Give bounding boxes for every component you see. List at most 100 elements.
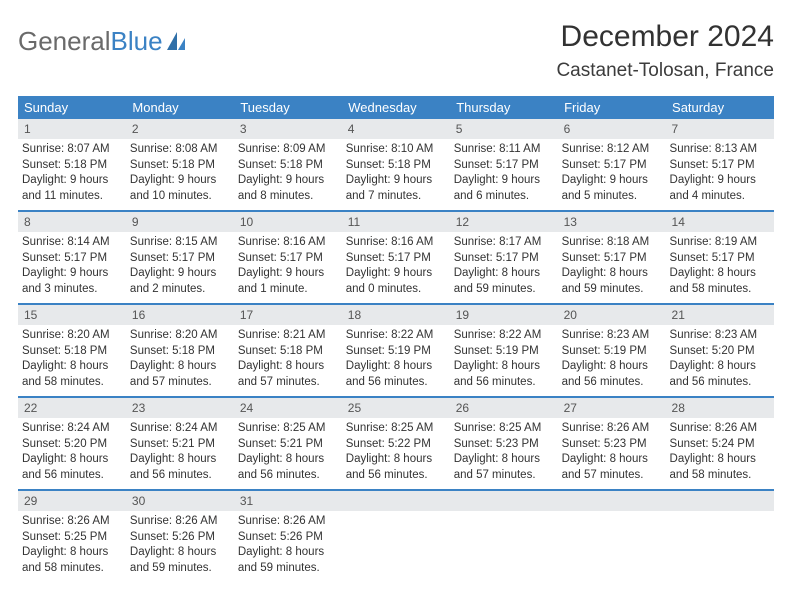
sunrise-label: Sunrise: <box>238 329 280 341</box>
sunrise-value: 8:10 AM <box>391 143 433 155</box>
dow-saturday: Saturday <box>666 96 774 119</box>
sunrise-label: Sunrise: <box>454 236 496 248</box>
sunset-value: 5:21 PM <box>172 438 215 450</box>
day-info: Sunrise: 8:17 AMSunset: 5:17 PMDaylight:… <box>450 232 558 297</box>
sunrise-value: 8:22 AM <box>391 329 433 341</box>
week-row: 22Sunrise: 8:24 AMSunset: 5:20 PMDayligh… <box>18 397 774 490</box>
sunrise-value: 8:25 AM <box>499 422 541 434</box>
sunrise-value: 8:22 AM <box>499 329 541 341</box>
day-info: Sunrise: 8:13 AMSunset: 5:17 PMDaylight:… <box>666 139 774 204</box>
week-row: 29Sunrise: 8:26 AMSunset: 5:25 PMDayligh… <box>18 490 774 582</box>
day-number: 10 <box>234 212 342 232</box>
sunrise-value: 8:23 AM <box>607 329 649 341</box>
sunset-value: 5:20 PM <box>64 438 107 450</box>
day-cell-inner: 18Sunrise: 8:22 AMSunset: 5:19 PMDayligh… <box>342 305 450 396</box>
daylight-label: Daylight: <box>454 360 499 372</box>
dow-wednesday: Wednesday <box>342 96 450 119</box>
day-number: 22 <box>18 398 126 418</box>
sunset-label: Sunset: <box>670 345 709 357</box>
daylight-label: Daylight: <box>670 453 715 465</box>
day-cell-inner: 9Sunrise: 8:15 AMSunset: 5:17 PMDaylight… <box>126 212 234 303</box>
sunset-value: 5:18 PM <box>280 345 323 357</box>
sunset-value: 5:24 PM <box>712 438 755 450</box>
sunset-label: Sunset: <box>346 159 385 171</box>
sunrise-value: 8:24 AM <box>175 422 217 434</box>
day-number: 5 <box>450 119 558 139</box>
sunrise-label: Sunrise: <box>130 329 172 341</box>
daylight-label: Daylight: <box>130 267 175 279</box>
day-cell-inner: 14Sunrise: 8:19 AMSunset: 5:17 PMDayligh… <box>666 212 774 303</box>
sunset-label: Sunset: <box>346 252 385 264</box>
daylight-label: Daylight: <box>238 360 283 372</box>
sunrise-value: 8:23 AM <box>715 329 757 341</box>
day-number: 21 <box>666 305 774 325</box>
daylight-label: Daylight: <box>22 267 67 279</box>
day-info: Sunrise: 8:10 AMSunset: 5:18 PMDaylight:… <box>342 139 450 204</box>
day-number: 24 <box>234 398 342 418</box>
day-cell-inner: 15Sunrise: 8:20 AMSunset: 5:18 PMDayligh… <box>18 305 126 396</box>
day-cell-inner: 5Sunrise: 8:11 AMSunset: 5:17 PMDaylight… <box>450 119 558 210</box>
daylight-label: Daylight: <box>238 453 283 465</box>
sunrise-label: Sunrise: <box>22 329 64 341</box>
day-cell: 12Sunrise: 8:17 AMSunset: 5:17 PMDayligh… <box>450 211 558 304</box>
day-number: 27 <box>558 398 666 418</box>
brand-logo: GeneralBlue <box>18 26 187 57</box>
sunset-value: 5:23 PM <box>496 438 539 450</box>
sunset-value: 5:18 PM <box>172 345 215 357</box>
sunset-value: 5:17 PM <box>496 159 539 171</box>
day-cell: 18Sunrise: 8:22 AMSunset: 5:19 PMDayligh… <box>342 304 450 397</box>
day-number: 20 <box>558 305 666 325</box>
daylight-label: Daylight: <box>670 360 715 372</box>
day-cell: 8Sunrise: 8:14 AMSunset: 5:17 PMDaylight… <box>18 211 126 304</box>
day-number: 28 <box>666 398 774 418</box>
day-number: 15 <box>18 305 126 325</box>
sunset-value: 5:18 PM <box>64 345 107 357</box>
daylight-label: Daylight: <box>130 546 175 558</box>
dow-monday: Monday <box>126 96 234 119</box>
sunset-label: Sunset: <box>562 345 601 357</box>
daylight-label: Daylight: <box>562 267 607 279</box>
day-number: 14 <box>666 212 774 232</box>
day-number: 6 <box>558 119 666 139</box>
daylight-label: Daylight: <box>346 360 391 372</box>
sunset-value: 5:17 PM <box>172 252 215 264</box>
day-cell-inner: 6Sunrise: 8:12 AMSunset: 5:17 PMDaylight… <box>558 119 666 210</box>
day-cell <box>450 490 558 582</box>
sunset-value: 5:18 PM <box>172 159 215 171</box>
dow-friday: Friday <box>558 96 666 119</box>
sunrise-label: Sunrise: <box>346 143 388 155</box>
calendar-table: Sunday Monday Tuesday Wednesday Thursday… <box>18 96 774 582</box>
day-info: Sunrise: 8:14 AMSunset: 5:17 PMDaylight:… <box>18 232 126 297</box>
sunset-label: Sunset: <box>562 252 601 264</box>
day-cell-inner: 19Sunrise: 8:22 AMSunset: 5:19 PMDayligh… <box>450 305 558 396</box>
sunrise-label: Sunrise: <box>22 143 64 155</box>
day-cell: 5Sunrise: 8:11 AMSunset: 5:17 PMDaylight… <box>450 119 558 211</box>
daylight-label: Daylight: <box>562 453 607 465</box>
location: Castanet-Tolosan, France <box>556 60 774 82</box>
month-title: December 2024 <box>556 20 774 54</box>
sunrise-value: 8:21 AM <box>283 329 325 341</box>
sunrise-label: Sunrise: <box>670 329 712 341</box>
day-cell: 13Sunrise: 8:18 AMSunset: 5:17 PMDayligh… <box>558 211 666 304</box>
sunrise-label: Sunrise: <box>346 236 388 248</box>
sunrise-value: 8:26 AM <box>283 515 325 527</box>
day-number: 8 <box>18 212 126 232</box>
day-info: Sunrise: 8:25 AMSunset: 5:21 PMDaylight:… <box>234 418 342 483</box>
sunset-value: 5:17 PM <box>712 252 755 264</box>
day-cell-inner: 27Sunrise: 8:26 AMSunset: 5:23 PMDayligh… <box>558 398 666 489</box>
brand-word2: Blue <box>111 26 163 57</box>
daylight-label: Daylight: <box>238 174 283 186</box>
sunrise-value: 8:08 AM <box>175 143 217 155</box>
sunrise-value: 8:20 AM <box>175 329 217 341</box>
day-cell: 19Sunrise: 8:22 AMSunset: 5:19 PMDayligh… <box>450 304 558 397</box>
day-cell: 23Sunrise: 8:24 AMSunset: 5:21 PMDayligh… <box>126 397 234 490</box>
day-info: Sunrise: 8:24 AMSunset: 5:20 PMDaylight:… <box>18 418 126 483</box>
dow-row: Sunday Monday Tuesday Wednesday Thursday… <box>18 96 774 119</box>
sunset-label: Sunset: <box>454 438 493 450</box>
sunset-label: Sunset: <box>670 252 709 264</box>
day-info: Sunrise: 8:20 AMSunset: 5:18 PMDaylight:… <box>18 325 126 390</box>
sunrise-label: Sunrise: <box>454 422 496 434</box>
day-cell: 2Sunrise: 8:08 AMSunset: 5:18 PMDaylight… <box>126 119 234 211</box>
day-cell-inner: 2Sunrise: 8:08 AMSunset: 5:18 PMDaylight… <box>126 119 234 210</box>
day-info: Sunrise: 8:16 AMSunset: 5:17 PMDaylight:… <box>234 232 342 297</box>
